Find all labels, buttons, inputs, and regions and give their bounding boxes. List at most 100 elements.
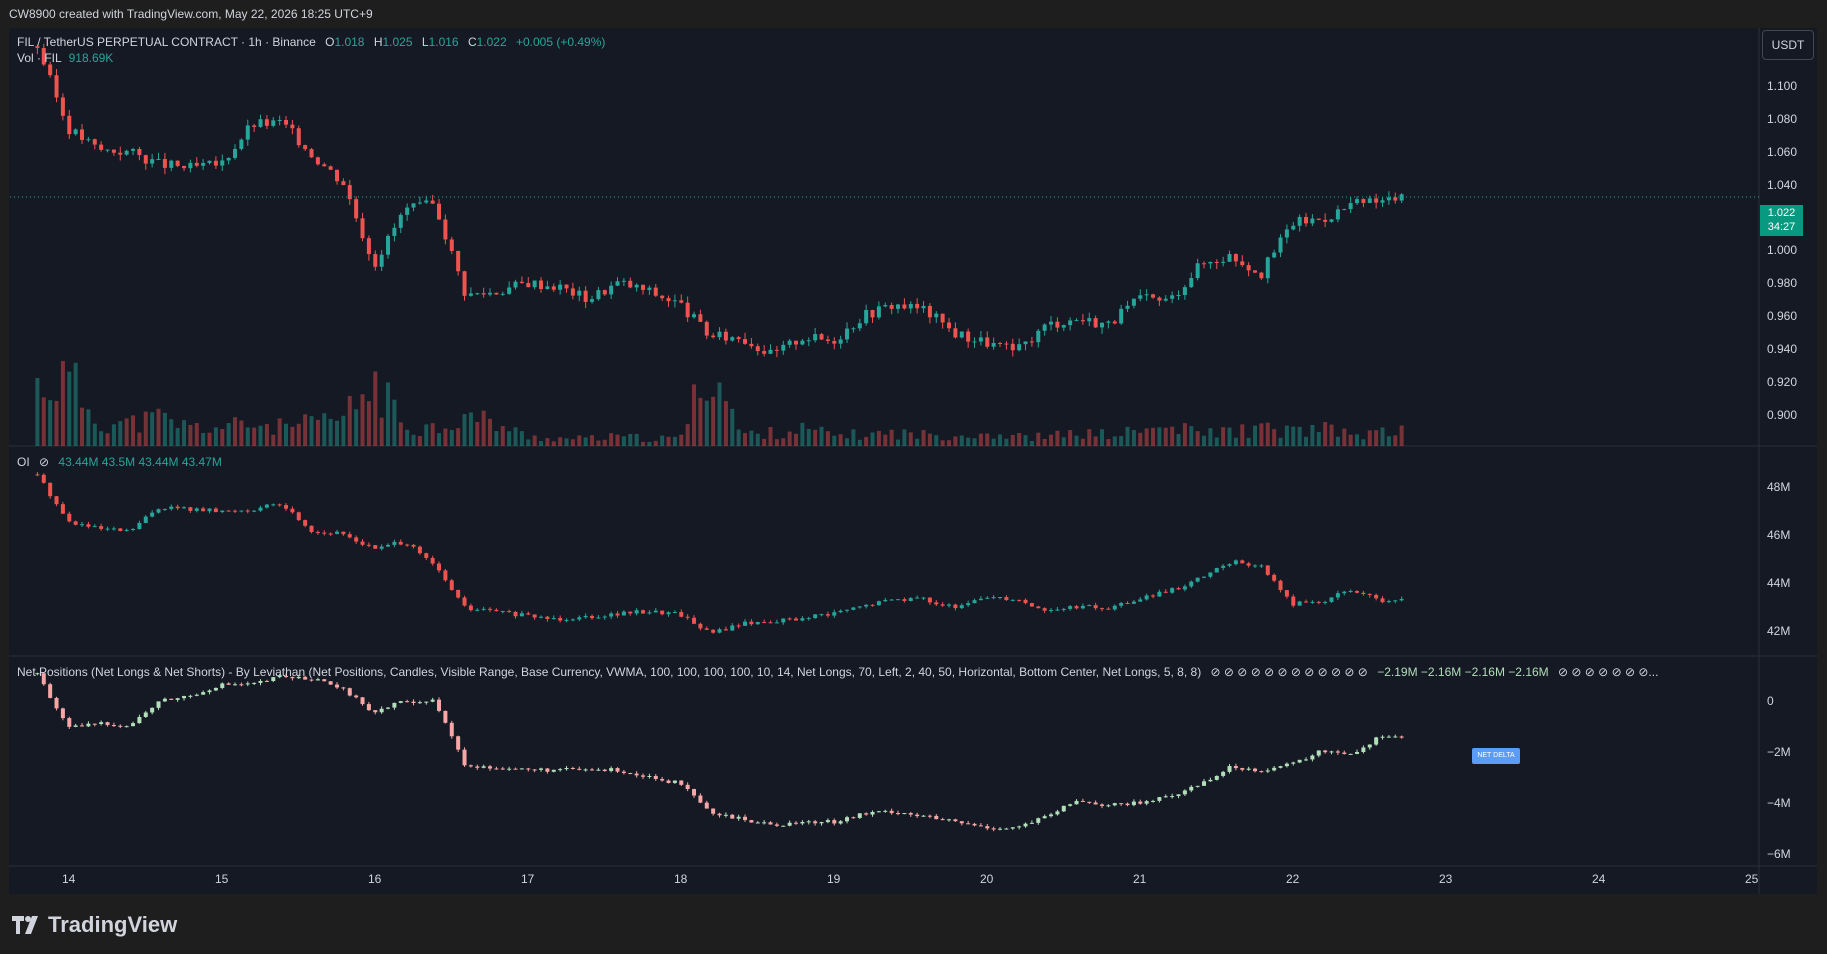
volume-bar	[1055, 430, 1060, 446]
volume-bar	[1265, 422, 1270, 446]
np-candle	[169, 698, 174, 700]
price-candle	[896, 304, 901, 309]
oi-candle	[1138, 599, 1143, 602]
price-candle	[456, 250, 461, 272]
np-candle	[156, 701, 161, 708]
volume-bar	[1221, 427, 1226, 446]
credit-text: CW8900 created with TradingView.com, May…	[9, 7, 373, 21]
np-candle	[213, 687, 218, 691]
oi-candle	[373, 545, 378, 549]
np-candle	[430, 699, 435, 702]
footer	[0, 894, 1827, 954]
oi-candle	[1284, 590, 1289, 597]
price-candle	[1163, 298, 1168, 301]
net-delta-marker: NET DELTA	[1472, 748, 1520, 764]
oi-candle	[1042, 608, 1047, 611]
price-candle	[921, 305, 926, 309]
np-candle	[252, 682, 257, 684]
oi-candle	[443, 570, 448, 581]
volume-bar	[226, 423, 231, 446]
oi-candle	[239, 510, 244, 512]
volume-bar	[698, 397, 703, 446]
price-candle	[1361, 199, 1366, 203]
price-candle	[813, 334, 818, 341]
oi-candle	[264, 504, 269, 508]
price-candle	[1386, 197, 1391, 201]
price-candle	[1355, 199, 1360, 204]
time-tick: 20	[980, 872, 994, 886]
oi-candle	[1055, 609, 1060, 611]
volume-bar	[1227, 427, 1232, 446]
oi-candle	[1068, 606, 1073, 609]
volume-bar	[730, 408, 735, 446]
price-candle	[150, 159, 155, 164]
price-tick: 0.920	[1767, 375, 1798, 389]
price-tick: 1.060	[1767, 145, 1798, 159]
volume-bar	[111, 424, 116, 446]
np-candle	[35, 673, 40, 675]
np-candle	[1272, 767, 1277, 771]
close-label: C	[467, 35, 477, 49]
volume-bar	[366, 401, 371, 446]
oi-candle	[794, 618, 799, 621]
np-candle	[558, 769, 563, 771]
tradingview-logo[interactable]: TradingView	[12, 912, 177, 938]
oi-candle	[424, 553, 429, 558]
oi-candle	[131, 529, 136, 531]
oi-candle	[118, 528, 123, 531]
price-candle	[341, 181, 346, 186]
oi-candle	[1393, 600, 1398, 602]
volume-bar	[717, 382, 722, 446]
price-candle	[296, 128, 301, 146]
np-candle	[233, 684, 238, 686]
price-candle	[558, 284, 563, 290]
price-candle	[379, 254, 384, 267]
volume-bar	[908, 432, 913, 446]
currency-button[interactable]: USDT	[1762, 30, 1814, 60]
oi-candle	[819, 614, 824, 616]
np-candle	[1393, 736, 1398, 738]
np-candle	[972, 823, 977, 826]
volume-bar	[845, 438, 850, 446]
oi-candle	[762, 622, 767, 624]
price-candle	[819, 334, 824, 340]
oi-candle	[1080, 605, 1085, 609]
oi-candle	[322, 532, 327, 534]
oi-candle	[137, 522, 142, 530]
volume-bar	[1080, 438, 1085, 446]
np-candle	[1017, 826, 1022, 828]
open-label: O	[325, 35, 335, 49]
oi-candle	[743, 621, 748, 626]
top-bar: CW8900 created with TradingView.com, May…	[0, 0, 1827, 28]
np-candle	[692, 789, 697, 796]
price-candle	[124, 150, 129, 155]
oi-candle	[481, 608, 486, 610]
oi-candle	[1278, 580, 1283, 591]
price-candle	[1010, 343, 1015, 351]
volume-bar	[985, 433, 990, 446]
volume-bar	[1023, 435, 1028, 446]
price-candle	[245, 125, 250, 140]
oi-candle	[921, 597, 926, 599]
oi-candle	[736, 625, 741, 627]
oi-candle	[1367, 594, 1372, 596]
price-candle	[774, 349, 779, 351]
np-candle	[1291, 762, 1296, 764]
price-candle	[641, 284, 646, 290]
price-candle	[1195, 263, 1200, 279]
oi-candle	[609, 613, 614, 617]
price-candle	[1393, 197, 1398, 201]
price-tick: 0.900	[1767, 408, 1798, 422]
volume-bar	[1233, 437, 1238, 446]
np-candle	[1253, 768, 1258, 772]
oi-candle	[73, 521, 78, 525]
np-candle	[615, 768, 620, 772]
np-candle	[1080, 800, 1085, 802]
volume-bar	[870, 432, 875, 446]
oi-candle	[258, 507, 263, 511]
price-candle	[252, 125, 257, 127]
volume-bar	[1297, 426, 1302, 446]
oi-candle	[838, 610, 843, 613]
oi-candle	[54, 496, 59, 505]
